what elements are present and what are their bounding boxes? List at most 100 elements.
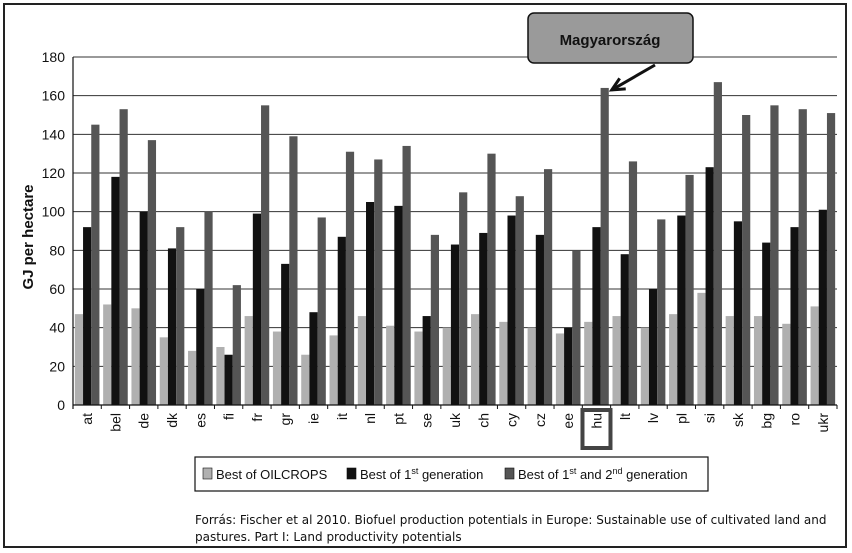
bar-fr-series-3 bbox=[261, 105, 270, 405]
bar-bel-series-2 bbox=[111, 176, 120, 405]
y-tick-label: 60 bbox=[49, 281, 65, 297]
figure-frame: 0 20 40 60 80 100 120 140 160 180 at bel de dk es fi fr… bbox=[3, 3, 847, 548]
bar-es-series-1 bbox=[188, 350, 197, 405]
bar-nl-series-2 bbox=[366, 202, 375, 405]
bar-nl-series-3 bbox=[374, 159, 383, 405]
bar-cy-series-2 bbox=[507, 215, 516, 405]
bar-si-series-1 bbox=[697, 292, 706, 405]
y-tick-label: 120 bbox=[42, 165, 66, 181]
x-tick-label: dk bbox=[164, 412, 180, 428]
x-tick-label: fi bbox=[221, 413, 237, 420]
bar-lt-series-3 bbox=[628, 161, 638, 405]
bar-hu-series-1 bbox=[584, 321, 593, 405]
x-tick-label: de bbox=[136, 413, 152, 429]
x-tick-label: at bbox=[79, 413, 95, 425]
x-tick-label: ro bbox=[787, 413, 803, 426]
y-tick-label: 80 bbox=[49, 242, 65, 258]
bar-ch-series-3 bbox=[487, 153, 496, 405]
bar-dk-series-1 bbox=[159, 337, 168, 405]
bar-bg-series-2 bbox=[762, 242, 771, 405]
bar-dk-series-2 bbox=[167, 248, 177, 405]
bar-sk-series-1 bbox=[725, 316, 734, 405]
bar-ie-series-3 bbox=[317, 217, 326, 405]
bar-cy-series-3 bbox=[515, 196, 524, 405]
x-tick-label: it bbox=[334, 413, 350, 420]
y-axis-label: GJ per hectare bbox=[20, 184, 37, 289]
legend: Best of OILCROPS Best of 1st generation Be… bbox=[194, 456, 709, 492]
bar-bg-series-1 bbox=[753, 316, 763, 405]
bar-pl-series-1 bbox=[669, 314, 678, 405]
highlight-box bbox=[580, 408, 613, 450]
bar-fi-series-2 bbox=[224, 354, 233, 405]
bar-sk-series-3 bbox=[742, 115, 751, 405]
bar-pt-series-1 bbox=[386, 325, 395, 405]
x-tick-label: ie bbox=[306, 413, 322, 424]
annotation-box bbox=[527, 12, 694, 64]
bar-ukr-series-2 bbox=[818, 209, 827, 405]
bar-it-series-2 bbox=[337, 236, 346, 405]
bar-de-series-2 bbox=[139, 211, 148, 405]
legend-swatch-series-1 bbox=[202, 467, 213, 480]
annotation-callout: Magyarország bbox=[527, 12, 694, 92]
bar-ro-series-2 bbox=[790, 227, 799, 405]
legend-swatch-series-3 bbox=[504, 467, 515, 480]
bar-de-series-3 bbox=[147, 140, 157, 405]
y-tick-label: 100 bbox=[42, 204, 66, 220]
legend-label-series-3: Best of 1st and 2nd generation bbox=[518, 466, 688, 482]
x-tick-label: cy bbox=[504, 413, 520, 427]
bar-ee-series-2 bbox=[564, 327, 573, 405]
x-tick-label: ukr bbox=[815, 413, 831, 433]
bar-fr-series-1 bbox=[244, 316, 253, 405]
x-tick-label: es bbox=[192, 413, 208, 428]
bar-at-series-3 bbox=[91, 124, 100, 406]
x-tick-label: bg bbox=[758, 413, 774, 429]
bar-sk-series-2 bbox=[733, 221, 743, 405]
bar-hu-series-3 bbox=[600, 87, 609, 405]
bar-ie-series-2 bbox=[309, 312, 318, 405]
bar-gr-series-3 bbox=[289, 136, 298, 405]
bar-es-series-3 bbox=[204, 211, 213, 405]
bar-lt-series-2 bbox=[620, 254, 629, 405]
x-tick-label: nl bbox=[362, 413, 378, 424]
bar-gr-series-1 bbox=[272, 331, 282, 405]
x-tick-label: ch bbox=[475, 413, 491, 428]
x-tick-label: lv bbox=[645, 413, 661, 423]
x-tick-label: pt bbox=[390, 413, 406, 425]
x-tick-label: pl bbox=[673, 413, 689, 424]
bar-fr-series-2 bbox=[252, 213, 262, 405]
bar-se-series-3 bbox=[430, 234, 440, 405]
bar-cz-series-2 bbox=[535, 234, 544, 405]
x-tick-label: uk bbox=[447, 412, 463, 428]
bar-nl-series-1 bbox=[357, 316, 367, 405]
x-tick-label: se bbox=[419, 413, 435, 428]
bar-dk-series-3 bbox=[176, 227, 185, 405]
bar-bg-series-3 bbox=[770, 105, 779, 405]
x-tick-label: gr bbox=[277, 413, 293, 426]
legend-swatch-series-2 bbox=[346, 467, 357, 480]
annotation-label: Magyarország bbox=[560, 32, 661, 49]
bar-ch-series-2 bbox=[479, 232, 488, 405]
bar-pt-series-2 bbox=[394, 205, 403, 405]
bar-it-series-3 bbox=[345, 151, 355, 405]
bar-fi-series-1 bbox=[216, 347, 225, 405]
bar-se-series-2 bbox=[422, 316, 431, 405]
bar-se-series-1 bbox=[414, 331, 423, 405]
bar-it-series-1 bbox=[329, 335, 338, 405]
bar-ch-series-1 bbox=[470, 314, 480, 405]
bar-uk-series-1 bbox=[442, 327, 451, 405]
bar-ukr-series-1 bbox=[810, 306, 819, 405]
bar-hu-series-2 bbox=[592, 227, 601, 405]
bar-uk-series-2 bbox=[450, 244, 460, 405]
bar-si-series-3 bbox=[713, 82, 722, 405]
y-tick-labels: 0 20 40 60 80 100 120 140 160 180 bbox=[42, 49, 66, 413]
bar-chart: 0 20 40 60 80 100 120 140 160 180 at bel de dk es fi fr… bbox=[20, 12, 838, 492]
x-tick-label: ee bbox=[560, 413, 576, 429]
x-tick-labels: at bel de dk es fi fr gr ie it nl pt se uk ch cy cz ee hu l… bbox=[79, 408, 831, 450]
x-tick-label: lt bbox=[617, 413, 633, 420]
x-tick-label: fr bbox=[249, 413, 265, 422]
annotation-arrow bbox=[611, 63, 656, 92]
bar-es-series-2 bbox=[196, 289, 205, 405]
x-tick-label: si bbox=[702, 413, 718, 423]
x-tick-label: bel bbox=[107, 413, 123, 432]
bar-bel-series-1 bbox=[103, 304, 112, 405]
